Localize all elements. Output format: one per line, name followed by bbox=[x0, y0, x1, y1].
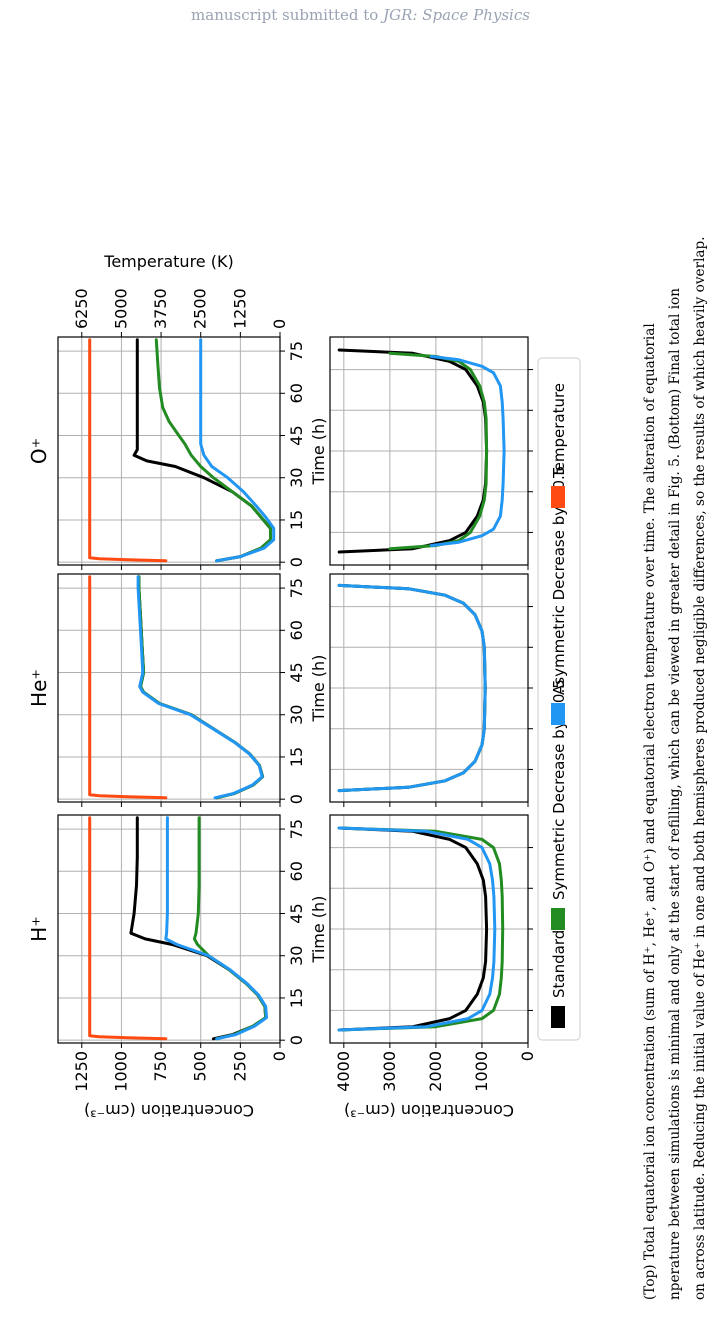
y-tick-label: 3000 bbox=[380, 1051, 399, 1092]
y-axis-label: Concentration (cm⁻³) bbox=[84, 1101, 254, 1120]
legend-label: Symmetric Decrease by ×0.5 bbox=[550, 679, 568, 900]
x-axis-label: Time (h) bbox=[309, 418, 328, 486]
series-line bbox=[337, 826, 505, 1032]
legend-swatch bbox=[551, 486, 565, 508]
x-tick-label: 30 bbox=[287, 705, 306, 725]
axes-frame bbox=[57, 573, 281, 803]
y2-axis-label: Temperature (K) bbox=[103, 252, 233, 271]
series-line bbox=[337, 826, 497, 1032]
x-tick-label: 75 bbox=[287, 341, 306, 361]
series-line bbox=[164, 816, 268, 1041]
caption-line: on across latitude. Reducing the initial… bbox=[692, 236, 708, 1300]
y-axis-label: Concentration (cm⁻³) bbox=[344, 1101, 514, 1120]
chart-panel: 0 15 30 45 60 75 Time (h) 0 250 500 750 1000 1250 Con… bbox=[27, 814, 328, 1120]
y-tick-label: 0 bbox=[518, 1051, 537, 1061]
x-axis-label: Time (h) bbox=[309, 655, 328, 723]
x-tick-label: 60 bbox=[287, 383, 306, 403]
figure-caption: (Top) Total equatorial ion concentration… bbox=[638, 236, 713, 1300]
legend-label: Asymmetric Decrease by ×0.5 bbox=[550, 466, 568, 695]
manuscript-header: manuscript submitted to JGR: Space Physi… bbox=[0, 6, 721, 24]
legend-swatch bbox=[551, 703, 565, 725]
series-line bbox=[88, 338, 168, 563]
series-line bbox=[199, 338, 276, 563]
x-tick-label: 15 bbox=[287, 988, 306, 1008]
caption-line: (Top) Total equatorial ion concentration… bbox=[642, 323, 658, 1300]
x-tick-label: 15 bbox=[287, 747, 306, 767]
x-tick-label: 75 bbox=[287, 819, 306, 839]
y2-tick-label: 6250 bbox=[72, 288, 91, 329]
x-tick-label: 30 bbox=[287, 946, 306, 966]
x-tick-label: 45 bbox=[287, 662, 306, 682]
legend-label: Standard bbox=[550, 930, 568, 998]
axes-frame bbox=[57, 814, 281, 1044]
x-tick-label: 0 bbox=[287, 557, 306, 567]
chart-panel: 0 15 30 45 60 75 Time (h) He⁺ bbox=[27, 573, 328, 807]
y-tick-label: 750 bbox=[151, 1051, 170, 1082]
journal-name: JGR: Space Physics bbox=[383, 6, 530, 24]
x-tick-label: 60 bbox=[287, 620, 306, 640]
axes-frame bbox=[57, 336, 281, 566]
panel-title: He⁺ bbox=[27, 669, 51, 707]
series-line bbox=[136, 575, 264, 800]
legend-label: Temperature bbox=[550, 383, 568, 479]
y2-tick-label: 3750 bbox=[151, 288, 170, 329]
series-line bbox=[154, 338, 272, 563]
series-line bbox=[388, 351, 489, 551]
x-tick-label: 0 bbox=[287, 1035, 306, 1045]
y-tick-label: 1000 bbox=[472, 1051, 491, 1092]
series-line bbox=[88, 575, 168, 800]
x-tick-label: 45 bbox=[287, 903, 306, 923]
x-tick-label: 15 bbox=[287, 510, 306, 530]
legend-swatch bbox=[551, 908, 565, 930]
series-line bbox=[429, 355, 506, 547]
x-tick-label: 60 bbox=[287, 861, 306, 881]
y-tick-label: 500 bbox=[191, 1051, 210, 1082]
legend: Standard Symmetric Decrease by ×0.5Asymme… bbox=[537, 357, 581, 1041]
x-axis-label: Time (h) bbox=[309, 896, 328, 964]
chart-panel: 0 15 30 45 60 75 Time (h) O⁺ 0 1250 2500 3750 5000 62… bbox=[27, 252, 328, 570]
x-tick-label: 30 bbox=[287, 468, 306, 488]
panel-title: O⁺ bbox=[27, 438, 51, 464]
x-tick-label: 75 bbox=[287, 578, 306, 598]
header-prefix: manuscript submitted to bbox=[191, 6, 384, 24]
x-tick-label: 0 bbox=[287, 794, 306, 804]
y2-tick-label: 2500 bbox=[191, 288, 210, 329]
legend-swatch bbox=[551, 1006, 565, 1028]
x-tick-label: 45 bbox=[287, 425, 306, 445]
y-tick-label: 4000 bbox=[334, 1051, 353, 1092]
series-line bbox=[88, 816, 168, 1041]
series-line bbox=[192, 816, 268, 1041]
series-line bbox=[337, 583, 487, 793]
caption-line: nperature between simulations is minimal… bbox=[667, 288, 683, 1300]
series-line bbox=[337, 826, 489, 1032]
y2-tick-label: 0 bbox=[270, 319, 289, 329]
panel-title: H⁺ bbox=[27, 916, 51, 942]
y-tick-label: 1000 bbox=[111, 1051, 130, 1092]
y2-tick-label: 1250 bbox=[230, 288, 249, 329]
y2-tick-label: 5000 bbox=[111, 288, 130, 329]
y-tick-label: 1250 bbox=[72, 1051, 91, 1092]
y-tick-label: 2000 bbox=[426, 1051, 445, 1092]
y-tick-label: 0 bbox=[270, 1051, 289, 1061]
y-tick-label: 250 bbox=[230, 1051, 249, 1082]
legend-frame bbox=[537, 357, 581, 1041]
